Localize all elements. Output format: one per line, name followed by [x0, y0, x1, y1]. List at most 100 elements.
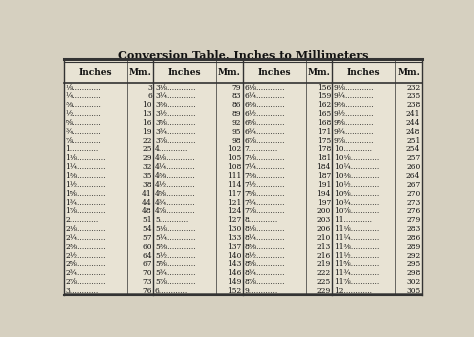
- Text: 54: 54: [142, 225, 152, 233]
- Text: 7⅛............: 7⅛............: [245, 154, 285, 162]
- Text: 1⅞............: 1⅞............: [65, 207, 106, 215]
- Text: 11¾............: 11¾............: [334, 269, 379, 277]
- Text: 10¼............: 10¼............: [334, 163, 379, 171]
- Text: 5⅛............: 5⅛............: [155, 225, 195, 233]
- Text: 38: 38: [142, 181, 152, 189]
- Text: 4¼............: 4¼............: [155, 163, 196, 171]
- Text: 9⅛............: 9⅛............: [334, 84, 374, 92]
- Text: 6⅛............: 6⅛............: [245, 84, 285, 92]
- Text: 187: 187: [317, 172, 331, 180]
- Text: 76: 76: [142, 287, 152, 295]
- Text: 260: 260: [406, 163, 420, 171]
- Text: Conversion Table, Inches to Millimeters: Conversion Table, Inches to Millimeters: [118, 50, 368, 61]
- Text: 3¾............: 3¾............: [155, 128, 195, 136]
- Text: 9¾............: 9¾............: [334, 128, 374, 136]
- Text: 79: 79: [232, 84, 241, 92]
- Text: 171: 171: [317, 128, 331, 136]
- Text: 4¾............: 4¾............: [155, 198, 196, 207]
- Text: 67: 67: [142, 261, 152, 268]
- Text: 11............: 11............: [334, 216, 372, 224]
- Text: 108: 108: [227, 163, 241, 171]
- Text: 7¾............: 7¾............: [245, 198, 285, 207]
- Text: 60: 60: [142, 243, 152, 251]
- Text: 1⅝............: 1⅝............: [65, 190, 106, 198]
- Text: 133: 133: [227, 234, 241, 242]
- Text: 302: 302: [406, 278, 420, 286]
- Text: 6⅝............: 6⅝............: [245, 119, 285, 127]
- Text: Inches: Inches: [257, 68, 291, 77]
- Text: 7¼............: 7¼............: [245, 163, 285, 171]
- Text: 121: 121: [227, 198, 241, 207]
- Text: 162: 162: [317, 101, 331, 109]
- Text: 48: 48: [142, 207, 152, 215]
- Text: 3: 3: [147, 84, 152, 92]
- Text: Mm.: Mm.: [128, 68, 151, 77]
- Text: 225: 225: [317, 278, 331, 286]
- Text: 286: 286: [406, 234, 420, 242]
- Text: 11⅝............: 11⅝............: [334, 261, 379, 268]
- Text: 95: 95: [232, 128, 241, 136]
- Text: 248: 248: [406, 128, 420, 136]
- Text: 238: 238: [406, 101, 420, 109]
- Text: 159: 159: [317, 92, 331, 100]
- Text: 7............: 7............: [245, 146, 278, 153]
- Text: 13: 13: [142, 110, 152, 118]
- Text: 203: 203: [317, 216, 331, 224]
- Text: 10............: 10............: [334, 146, 372, 153]
- Text: 10⅛............: 10⅛............: [334, 154, 379, 162]
- Text: 244: 244: [406, 119, 420, 127]
- Text: ¾............: ¾............: [65, 128, 101, 136]
- Text: 175: 175: [317, 136, 331, 145]
- Text: 178: 178: [317, 146, 331, 153]
- Text: 11⅛............: 11⅛............: [334, 225, 379, 233]
- Text: 6⅞............: 6⅞............: [245, 136, 285, 145]
- Text: 137: 137: [227, 243, 241, 251]
- Text: 197: 197: [317, 198, 331, 207]
- Text: 3½............: 3½............: [155, 110, 195, 118]
- Text: 241: 241: [406, 110, 420, 118]
- Text: 3⅛............: 3⅛............: [155, 84, 195, 92]
- Text: 4½............: 4½............: [155, 181, 196, 189]
- Text: 12............: 12............: [334, 287, 372, 295]
- Text: Inches: Inches: [347, 68, 381, 77]
- Text: Inches: Inches: [79, 68, 112, 77]
- Text: 8¼............: 8¼............: [245, 234, 285, 242]
- Text: 6½............: 6½............: [245, 110, 285, 118]
- Text: 4⅞............: 4⅞............: [155, 207, 196, 215]
- Text: 219: 219: [317, 261, 331, 268]
- Text: 7⅜............: 7⅜............: [245, 172, 285, 180]
- Text: 51: 51: [142, 216, 152, 224]
- Text: 3⅝............: 3⅝............: [155, 119, 195, 127]
- Text: 2¾............: 2¾............: [65, 269, 106, 277]
- Text: 117: 117: [227, 190, 241, 198]
- Text: 11⅞............: 11⅞............: [334, 278, 379, 286]
- Text: 295: 295: [406, 261, 420, 268]
- Text: 1½............: 1½............: [65, 181, 106, 189]
- Text: 3¼............: 3¼............: [155, 92, 195, 100]
- Text: 111: 111: [227, 172, 241, 180]
- Text: 149: 149: [227, 278, 241, 286]
- Text: 124: 124: [227, 207, 241, 215]
- Text: ⅝............: ⅝............: [65, 119, 101, 127]
- Text: Mm.: Mm.: [308, 68, 330, 77]
- Text: 83: 83: [232, 92, 241, 100]
- Text: 57: 57: [142, 234, 152, 242]
- Text: 41: 41: [142, 190, 152, 198]
- Text: 7½............: 7½............: [245, 181, 285, 189]
- Text: 2............: 2............: [65, 216, 99, 224]
- Text: 194: 194: [317, 190, 331, 198]
- Text: 222: 222: [317, 269, 331, 277]
- Text: 213: 213: [317, 243, 331, 251]
- Text: 32: 32: [142, 163, 152, 171]
- Text: 2⅝............: 2⅝............: [65, 261, 106, 268]
- Text: ⅜............: ⅜............: [65, 101, 101, 109]
- Text: ⅛............: ⅛............: [65, 84, 101, 92]
- Text: 276: 276: [406, 207, 420, 215]
- Text: 73: 73: [142, 278, 152, 286]
- Text: 152: 152: [227, 287, 241, 295]
- Text: 8............: 8............: [245, 216, 278, 224]
- Text: 267: 267: [406, 181, 420, 189]
- Text: 8⅛............: 8⅛............: [245, 225, 285, 233]
- Text: 4⅜............: 4⅜............: [155, 172, 196, 180]
- Text: Mm.: Mm.: [397, 68, 420, 77]
